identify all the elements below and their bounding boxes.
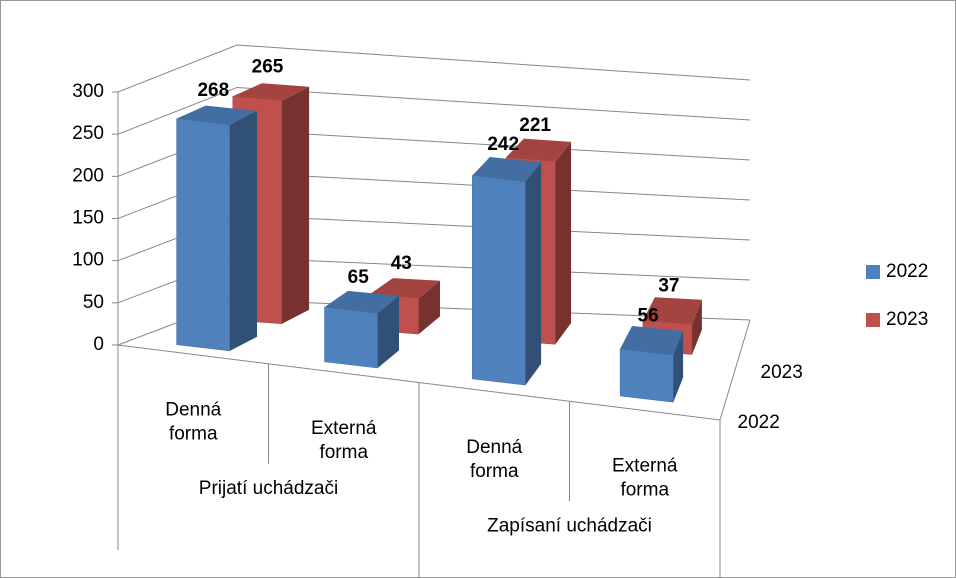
value-label: 56 (638, 305, 659, 326)
y-tick-label: 150 (72, 208, 104, 229)
group-label: Prijatí uchádzači (199, 478, 338, 499)
x-tick-label: Denná forma (466, 437, 522, 482)
bar-side (525, 162, 542, 386)
bar-side (282, 86, 310, 324)
y-tick-label: 0 (93, 334, 104, 355)
bar-top (232, 83, 310, 101)
bar-front (176, 118, 231, 352)
bar-side (555, 141, 571, 345)
value-label: 242 (487, 134, 519, 155)
bar-front (472, 175, 526, 386)
bar-top (324, 290, 399, 314)
value-label: 221 (519, 115, 551, 136)
y-tick-label: 200 (72, 165, 104, 186)
value-label: 65 (348, 267, 370, 288)
bar-side (377, 295, 399, 368)
bar-side (418, 280, 440, 335)
legend-label: 2022 (886, 261, 928, 282)
value-label: 43 (391, 253, 412, 274)
value-label: 37 (658, 275, 679, 296)
bar-top (472, 157, 542, 182)
legend-label: 2023 (886, 309, 928, 330)
bar-top (506, 138, 571, 162)
x-tick-label: Externá forma (311, 418, 377, 463)
bar-side (673, 331, 684, 403)
y-tick-label: 300 (72, 81, 104, 102)
bar-side (692, 299, 702, 355)
depth-label: 2022 (738, 412, 780, 433)
y-tick-label: 250 (72, 123, 104, 144)
grid-line (117, 86, 751, 135)
x-tick-label: Externá forma (612, 456, 678, 501)
legend-swatch (866, 313, 880, 327)
bar-front (324, 306, 378, 369)
value-label: 265 (252, 57, 284, 78)
bar-front (619, 348, 674, 403)
legend-swatch (866, 265, 880, 279)
y-tick-label: 50 (83, 292, 104, 313)
grid-line (117, 44, 751, 93)
depth-label: 2023 (761, 362, 803, 383)
bar-top (620, 326, 684, 356)
bar-top (369, 278, 440, 299)
x-tick-label: Denná forma (165, 399, 221, 444)
y-tick-label: 100 (72, 250, 104, 271)
group-label: Zapísaní uchádzači (487, 515, 652, 536)
bar-top (176, 105, 257, 125)
bar-side (229, 111, 257, 351)
bar-top (642, 297, 702, 325)
value-label: 268 (197, 80, 229, 101)
